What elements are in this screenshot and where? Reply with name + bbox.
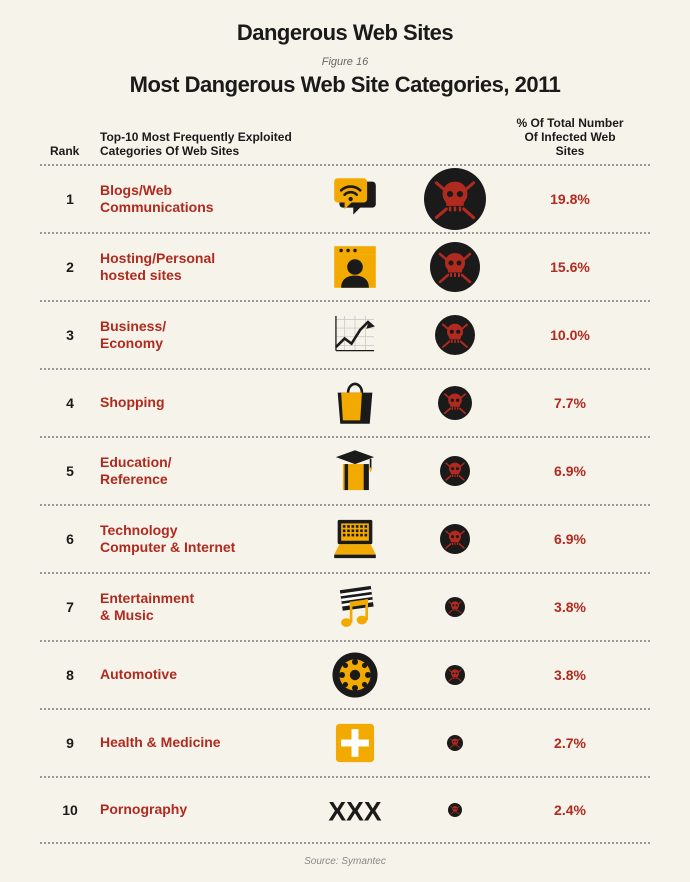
category-cell: Shopping <box>100 394 310 412</box>
skull-icon <box>400 524 510 554</box>
category-cell: Technology Computer & Internet <box>100 522 310 557</box>
category-cell: Business/ Economy <box>100 318 310 353</box>
rank-cell: 8 <box>40 667 100 683</box>
percent-cell: 19.8% <box>510 191 630 207</box>
category-table: Rank Top-10 Most Frequently Exploited Ca… <box>40 116 650 844</box>
category-cell: Hosting/Personal hosted sites <box>100 250 310 285</box>
table-row: 4Shopping 7.7% <box>40 368 650 436</box>
rank-cell: 9 <box>40 735 100 751</box>
percent-cell: 10.0% <box>510 327 630 343</box>
rank-cell: 6 <box>40 531 100 547</box>
wheel-icon <box>310 649 400 701</box>
table-row: 2Hosting/Personal hosted sites 15.6% <box>40 232 650 300</box>
percent-cell: 6.9% <box>510 531 630 547</box>
skull-icon <box>400 386 510 420</box>
bag-icon <box>310 377 400 429</box>
rank-cell: 3 <box>40 327 100 343</box>
header-percent: % Of Total Number Of Infected Web Sites <box>510 116 630 158</box>
source-credit: Source: Symantec <box>40 856 650 867</box>
rank-cell: 4 <box>40 395 100 411</box>
grad-book-icon <box>310 445 400 497</box>
category-cell: Pornography <box>100 801 310 819</box>
table-row: 10Pornography XXX 2.4% <box>40 776 650 844</box>
table-row: 3Business/ Economy 10.0% <box>40 300 650 368</box>
table-header: Rank Top-10 Most Frequently Exploited Ca… <box>40 116 650 164</box>
percent-cell: 6.9% <box>510 463 630 479</box>
rank-cell: 5 <box>40 463 100 479</box>
rank-cell: 2 <box>40 259 100 275</box>
table-row: 6Technology Computer & Internet 6.9% <box>40 504 650 572</box>
figure-label: Figure 16 <box>40 56 650 68</box>
subtitle: Most Dangerous Web Site Categories, 2011 <box>40 72 650 98</box>
skull-icon <box>400 315 510 355</box>
percent-cell: 2.4% <box>510 802 630 818</box>
header-rank: Rank <box>40 144 100 158</box>
laptop-icon <box>310 513 400 565</box>
table-row: 8Automotive 3.8% <box>40 640 650 708</box>
chat-wifi-icon <box>310 173 400 225</box>
category-cell: Automotive <box>100 666 310 684</box>
skull-icon <box>400 456 510 486</box>
percent-cell: 3.8% <box>510 667 630 683</box>
skull-icon <box>400 735 510 751</box>
med-cross-icon <box>310 717 400 769</box>
category-cell: Entertainment & Music <box>100 590 310 625</box>
chart-up-icon <box>310 309 400 361</box>
rank-cell: 1 <box>40 191 100 207</box>
skull-icon <box>400 803 510 817</box>
category-cell: Health & Medicine <box>100 734 310 752</box>
category-cell: Education/ Reference <box>100 454 310 489</box>
rank-cell: 7 <box>40 599 100 615</box>
page-title: Dangerous Web Sites <box>40 20 650 46</box>
music-icon <box>310 581 400 633</box>
skull-icon <box>400 242 510 292</box>
skull-icon <box>400 665 510 685</box>
category-cell: Blogs/Web Communications <box>100 182 310 217</box>
table-row: 7Entertainment & Music <box>40 572 650 640</box>
percent-cell: 3.8% <box>510 599 630 615</box>
table-row: 5Education/ Reference 6.9% <box>40 436 650 504</box>
rank-cell: 10 <box>40 802 100 818</box>
percent-cell: 7.7% <box>510 395 630 411</box>
skull-icon <box>400 168 510 230</box>
profile-icon <box>310 241 400 293</box>
header-category: Top-10 Most Frequently Exploited Categor… <box>100 130 310 158</box>
table-row: 1Blogs/Web Communications 19.8% <box>40 164 650 232</box>
xxx-icon: XXX <box>310 784 400 836</box>
svg-text:XXX: XXX <box>328 797 381 827</box>
percent-cell: 15.6% <box>510 259 630 275</box>
table-row: 9Health & Medicine 2.7% <box>40 708 650 776</box>
percent-cell: 2.7% <box>510 735 630 751</box>
skull-icon <box>400 597 510 617</box>
